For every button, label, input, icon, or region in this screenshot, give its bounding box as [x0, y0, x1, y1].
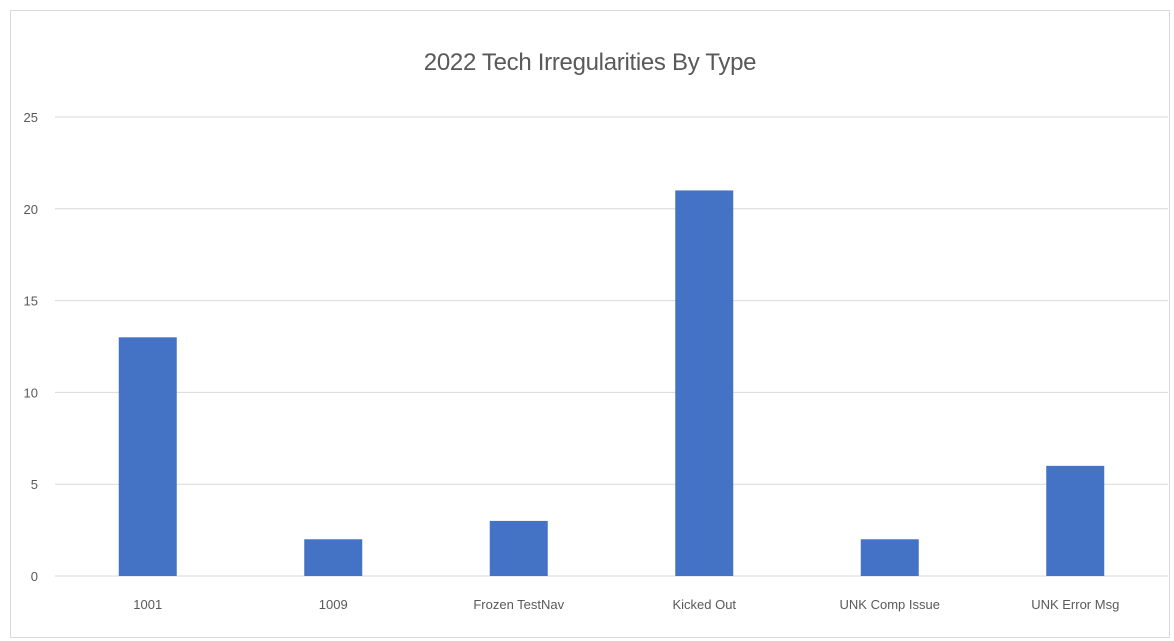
- y-tick-label: 10: [24, 385, 38, 400]
- y-tick-label: 5: [31, 477, 38, 492]
- y-tick-label: 15: [24, 294, 38, 309]
- bar-unk-error-msg: [1046, 465, 1105, 576]
- bar-unk-comp-issue: [860, 539, 919, 576]
- x-tick-label: Frozen TestNav: [473, 597, 564, 612]
- bar-1009: [304, 539, 363, 576]
- bar-kicked-out: [675, 190, 734, 576]
- x-axis-tick-labels: 1001 1009 Frozen TestNav Kicked Out UNK Comp…: [133, 597, 1119, 612]
- chart-frame: 2022 Tech Irregularities By Type: [10, 10, 1170, 638]
- bars: [118, 190, 1105, 576]
- x-tick-label: UNK Error Msg: [1031, 597, 1119, 612]
- bar-1001: [118, 337, 177, 576]
- x-tick-label: 1009: [319, 597, 348, 612]
- bar-frozen-testnav: [489, 520, 548, 576]
- chart-title: 2022 Tech Irregularities By Type: [423, 49, 757, 76]
- x-tick-label: 1001: [133, 597, 162, 612]
- x-tick-label: Kicked Out: [672, 597, 736, 612]
- gridlines: [55, 116, 1168, 577]
- y-tick-label: 20: [24, 202, 38, 217]
- y-tick-label: 25: [24, 110, 38, 125]
- y-axis-tick-labels: 0 5 10 15 20 25: [24, 110, 38, 584]
- y-tick-label: 0: [31, 569, 38, 584]
- x-tick-label: UNK Comp Issue: [840, 597, 940, 612]
